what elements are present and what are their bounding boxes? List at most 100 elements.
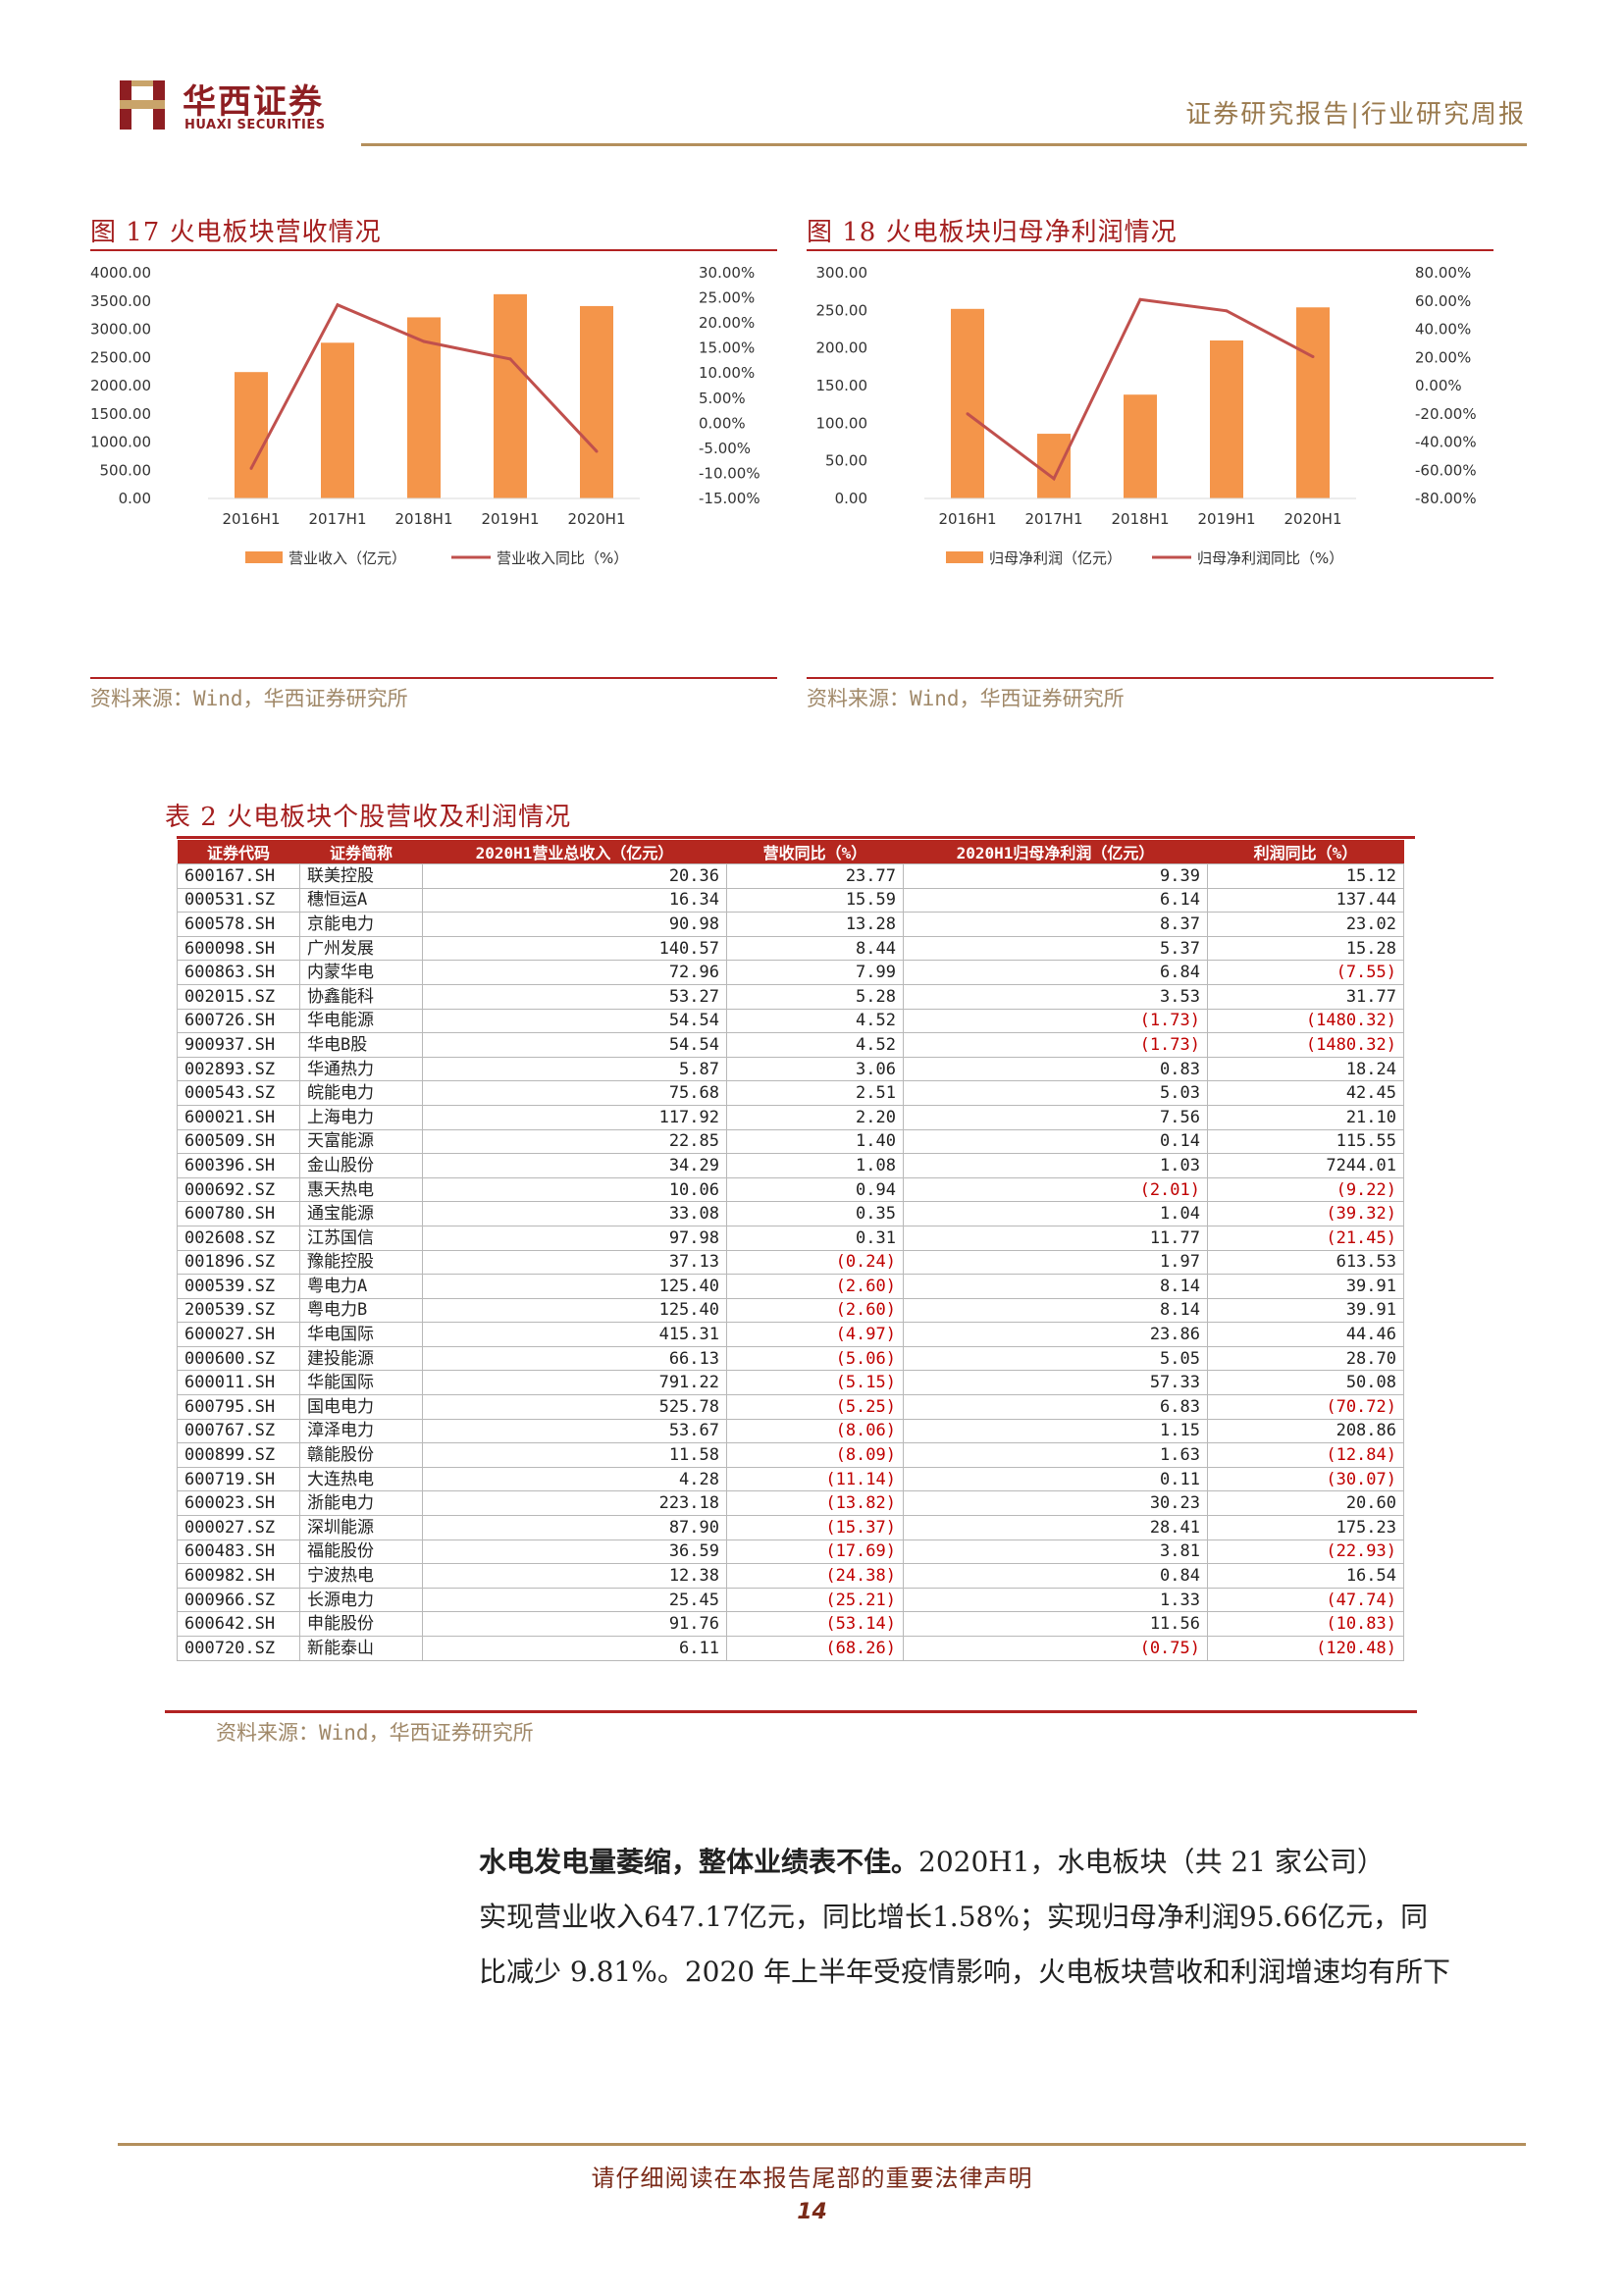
table-row: 002608.SZ 江苏国信 97.98 0.31 11.77 (21.45) [177, 1225, 1404, 1251]
y-left-tick-label: 1500.00 [90, 405, 151, 423]
bar-2020H1 [580, 305, 613, 498]
table-cell: 000539.SZ [177, 1274, 300, 1299]
table-cell: 75.68 [422, 1080, 727, 1106]
table-cell: (4.97) [726, 1322, 904, 1347]
table-cell: 137.44 [1207, 887, 1404, 913]
table-cell: 600098.SH [177, 935, 300, 962]
table-header-row: 证券代码 证券简称 2020H1营业总收入（亿元） 营收同比（%） 2020H1… [177, 840, 1404, 864]
x-tick-label: 2016H1 [939, 510, 997, 528]
table-cell: 117.92 [422, 1104, 727, 1130]
table-cell: 002893.SZ [177, 1056, 300, 1082]
table-cell: 1.08 [726, 1153, 904, 1178]
table-cell: 内蒙华电 [299, 960, 423, 985]
table-cell: 31.77 [1207, 983, 1404, 1010]
table-cell: (21.45) [1207, 1225, 1404, 1251]
table-cell: 002608.SZ [177, 1225, 300, 1251]
table-cell: 6.14 [903, 887, 1208, 913]
table-cell: 18.24 [1207, 1056, 1404, 1082]
table-cell: 000899.SZ [177, 1442, 300, 1468]
table-cell: 66.13 [422, 1345, 727, 1372]
table-cell: 791.22 [422, 1370, 727, 1396]
col-header-profit-yoy: 利润同比（%） [1207, 840, 1404, 864]
table-cell: 34.29 [422, 1153, 727, 1178]
line-point-2017H1 [336, 303, 340, 307]
figure17-caption: 图 17 火电板块营收情况 [90, 218, 382, 247]
table-cell: (1.73) [903, 1008, 1208, 1034]
y-left-tick-label: 2000.00 [90, 377, 151, 394]
line-point-2016H1 [249, 466, 253, 470]
y-left-tick-label: 0.00 [119, 490, 151, 507]
y-right-tick-label: -5.00% [699, 440, 751, 457]
footer-divider [118, 2143, 1526, 2146]
table-cell: 0.83 [903, 1056, 1208, 1082]
table-cell: 华能国际 [299, 1370, 423, 1396]
figure17-top-rule [90, 249, 777, 251]
table-cell: 惠天热电 [299, 1176, 423, 1203]
paragraph-lead: 水电发电量萎缩，整体业绩表不佳。 [479, 1846, 919, 1878]
table-cell: 10.06 [422, 1176, 727, 1203]
header-divider [361, 143, 1527, 146]
paragraph-line-1: 水电发电量萎缩，整体业绩表不佳。2020H1，水电板块（共 21 家公司） [479, 1841, 1385, 1880]
table-row: 000692.SZ 惠天热电 10.06 0.94 (2.01) (9.22) [177, 1176, 1404, 1203]
table-row: 600167.SH 联美控股 20.36 23.77 9.39 15.12 [177, 863, 1404, 889]
y-left-tick-label: 250.00 [816, 301, 868, 319]
table-cell: (2.60) [726, 1274, 904, 1299]
y-left-tick-label: 0.00 [835, 490, 867, 507]
table-cell: 15.28 [1207, 935, 1404, 962]
bar-2019H1 [1210, 340, 1243, 498]
table-cell: 53.27 [422, 983, 727, 1010]
table-cell: 3.81 [903, 1539, 1208, 1565]
y-left-tick-label: 3000.00 [90, 321, 151, 339]
table-row: 600027.SH 华电国际 415.31 (4.97) 23.86 44.46 [177, 1322, 1404, 1347]
table-cell: 28.41 [903, 1515, 1208, 1540]
table-cell: 赣能股份 [299, 1442, 423, 1468]
table-cell: 11.58 [422, 1442, 727, 1468]
table-cell: 208.86 [1207, 1418, 1404, 1444]
legend-label-line: 归母净利润同比（%） [1197, 549, 1343, 567]
logo-text-en: HUAXI SECURITIES [184, 118, 326, 132]
table-row: 600578.SH 京能电力 90.98 13.28 8.37 23.02 [177, 912, 1404, 937]
table-cell: (22.93) [1207, 1539, 1404, 1565]
table-row: 600795.SH 国电电力 525.78 (5.25) 6.83 (70.72) [177, 1394, 1404, 1420]
table-cell: 11.56 [903, 1611, 1208, 1637]
table-cell: 0.14 [903, 1128, 1208, 1155]
line-point-2018H1 [1138, 297, 1142, 301]
table-cell: 0.35 [726, 1201, 904, 1226]
y-right-tick-label: 80.00% [1415, 264, 1471, 282]
table-cell: 22.85 [422, 1128, 727, 1155]
table-cell: 大连热电 [299, 1466, 423, 1492]
table-cell: 建投能源 [299, 1345, 423, 1372]
table-row: 000966.SZ 长源电力 25.45 (25.21) 1.33 (47.74) [177, 1587, 1404, 1613]
table-row: 600726.SH 华电能源 54.54 4.52 (1.73) (1480.32) [177, 1008, 1404, 1034]
paragraph-line-1-text: 2020H1，水电板块（共 21 家公司） [918, 1846, 1385, 1878]
table-cell: 1.97 [903, 1249, 1208, 1276]
figure18-chart: 0.00 50.00 100.00 150.00 200.00 250.00 300.00 -… [816, 264, 1477, 567]
y-left-tick-label: 300.00 [816, 264, 868, 282]
table-cell: 1.04 [903, 1201, 1208, 1226]
table-cell: 13.28 [726, 912, 904, 937]
table-cell: (70.72) [1207, 1394, 1404, 1420]
table-cell: 上海电力 [299, 1104, 423, 1130]
table-row: 002893.SZ 华通热力 5.87 3.06 0.83 18.24 [177, 1056, 1404, 1082]
table-cell: 600578.SH [177, 912, 300, 937]
legend-swatch-bar [245, 551, 283, 563]
table-cell: 600167.SH [177, 863, 300, 889]
table-cell: 000027.SZ [177, 1515, 300, 1540]
table-cell: (9.22) [1207, 1176, 1404, 1203]
y-right-tick-label: 0.00% [1415, 377, 1462, 394]
table-cell: 0.31 [726, 1225, 904, 1251]
y-left-tick-label: 150.00 [816, 377, 868, 394]
table-cell: 5.03 [903, 1080, 1208, 1106]
y-right-tick-label: 60.00% [1415, 292, 1471, 310]
table-cell: 申能股份 [299, 1611, 423, 1637]
y-right-tick-label: 0.00% [699, 414, 746, 432]
y-right-tick-label: 20.00% [1415, 348, 1471, 366]
table-cell: 2.51 [726, 1080, 904, 1106]
legend-swatch-bar [946, 551, 983, 563]
page-number: 14 [797, 2200, 827, 2224]
col-header-revenue: 2020H1营业总收入（亿元） [422, 840, 727, 864]
table-cell: (1480.32) [1207, 1032, 1404, 1058]
table-row: 001896.SZ 豫能控股 37.13 (0.24) 1.97 613.53 [177, 1249, 1404, 1276]
table-cell: 525.78 [422, 1394, 727, 1420]
table-cell: 36.59 [422, 1539, 727, 1565]
